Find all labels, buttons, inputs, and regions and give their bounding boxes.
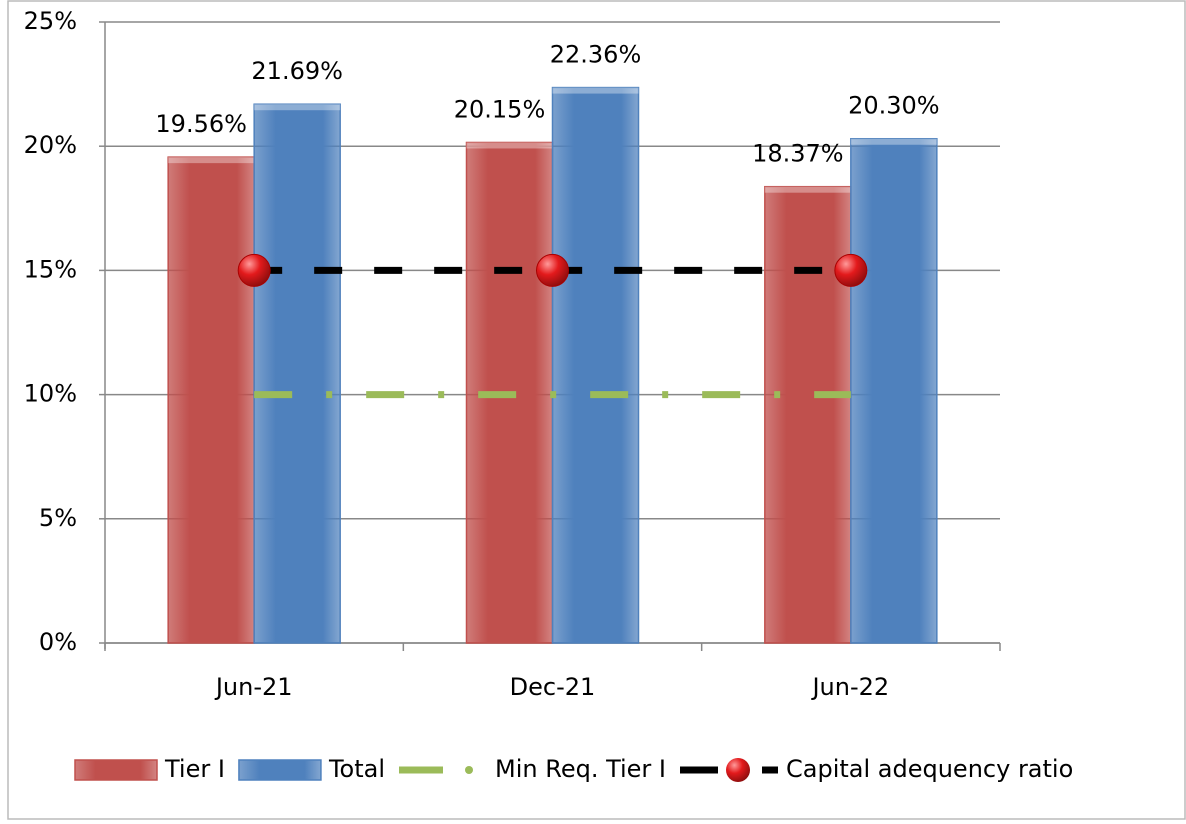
chart-frame bbox=[7, 0, 1186, 820]
bar bbox=[764, 185, 852, 644]
legend-swatch bbox=[74, 759, 158, 781]
bar bbox=[551, 86, 640, 644]
bar-top bbox=[552, 87, 639, 94]
x-tick-label: Jun-22 bbox=[810, 673, 889, 701]
bar-top bbox=[254, 104, 341, 111]
legend-label: Capital adequency ratio bbox=[786, 755, 1073, 783]
legend-label: Total bbox=[328, 755, 385, 783]
legend-label: Min Req. Tier I bbox=[495, 755, 666, 783]
bar-top bbox=[764, 186, 851, 193]
y-tick-label: 10% bbox=[24, 380, 77, 408]
bar bbox=[167, 156, 255, 644]
y-tick-label: 20% bbox=[24, 131, 77, 159]
data-label: 19.56% bbox=[155, 110, 247, 138]
data-label: 20.30% bbox=[848, 92, 940, 120]
data-label: 22.36% bbox=[550, 41, 642, 69]
data-label: 18.37% bbox=[752, 140, 844, 168]
line-marker bbox=[834, 253, 868, 287]
legend-marker bbox=[726, 758, 750, 782]
bar-top bbox=[168, 157, 255, 164]
bar-top bbox=[850, 138, 937, 145]
legend-label: Tier I bbox=[164, 755, 225, 783]
bar-top bbox=[466, 142, 553, 149]
line-marker bbox=[237, 253, 271, 287]
y-tick-label: 15% bbox=[24, 255, 77, 283]
data-label: 20.15% bbox=[454, 95, 546, 123]
legend: Tier I Total Min Req. Tier I Capital adeque… bbox=[74, 755, 1073, 783]
line-marker bbox=[536, 253, 569, 287]
legend-marker bbox=[465, 766, 473, 774]
y-tick-label: 0% bbox=[39, 628, 77, 656]
x-tick-label: Jun-21 bbox=[214, 673, 293, 701]
data-label: 21.69% bbox=[251, 57, 343, 85]
bar bbox=[253, 103, 341, 644]
y-tick-label: 25% bbox=[24, 7, 77, 35]
x-tick-label: Dec-21 bbox=[510, 673, 596, 701]
bar bbox=[850, 137, 938, 644]
y-tick-label: 5% bbox=[39, 504, 77, 532]
legend-swatch bbox=[238, 759, 322, 781]
